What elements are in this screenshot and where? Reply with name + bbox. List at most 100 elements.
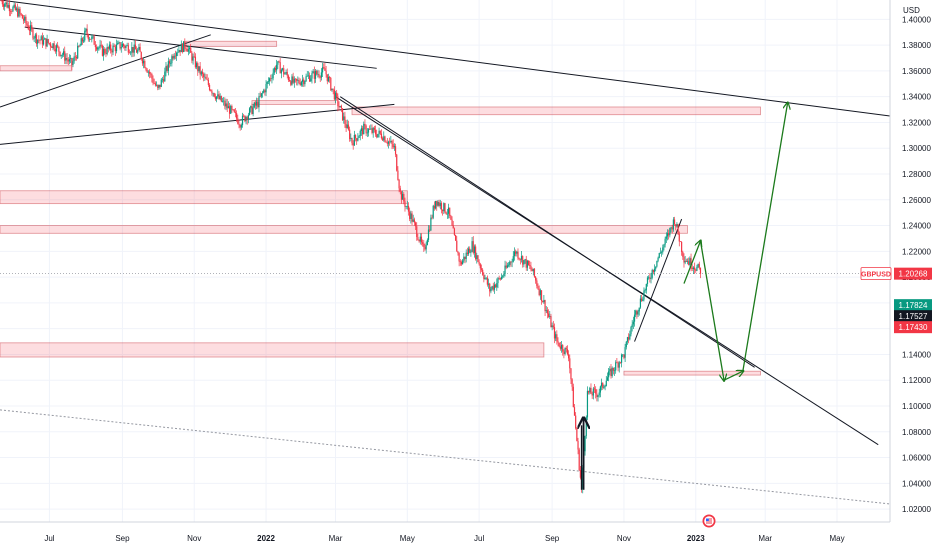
- candle-body: [476, 255, 478, 260]
- currency-label: USD: [903, 6, 920, 15]
- candle: [672, 217, 674, 232]
- resistance-zone: [0, 65, 73, 72]
- candle-body: [483, 274, 485, 279]
- candle: [110, 41, 112, 54]
- candle-body: [552, 325, 554, 328]
- candle-body: [578, 449, 580, 471]
- candle-body: [175, 52, 178, 57]
- candle: [55, 43, 58, 57]
- candle-body: [115, 44, 118, 52]
- candle-body: [158, 84, 160, 88]
- candle-body: [592, 388, 594, 396]
- candle: [100, 40, 102, 48]
- candle: [642, 296, 644, 302]
- candle: [624, 343, 626, 362]
- time-axis[interactable]: Jul Sep Nov 2022 Mar May Jul Sep Nov 2023 Mar May: [44, 534, 844, 543]
- candle-body: [445, 212, 447, 214]
- candle-body: [280, 69, 282, 74]
- candle-body: [110, 44, 112, 51]
- candle-body: [625, 341, 627, 348]
- candle-body: [138, 46, 140, 50]
- candle: [623, 354, 625, 360]
- candle-body: [239, 124, 241, 128]
- candle: [330, 76, 332, 91]
- candle: [289, 76, 291, 82]
- candle: [250, 105, 252, 113]
- candle: [165, 61, 167, 77]
- candle-body: [677, 224, 679, 235]
- candle: [487, 278, 490, 289]
- candle-body: [591, 393, 593, 396]
- candle: [98, 46, 100, 51]
- candle-body: [678, 234, 680, 242]
- candle: [603, 384, 605, 389]
- candle-body: [658, 253, 660, 258]
- candle-body: [568, 354, 570, 359]
- candle-body: [35, 34, 38, 44]
- candle-body: [651, 269, 653, 278]
- candle: [74, 51, 76, 61]
- candle-body: [365, 125, 367, 134]
- candle-body: [566, 349, 569, 355]
- price-tick-label: 1.06000: [902, 454, 931, 463]
- resistance-zone: [0, 225, 688, 234]
- candle-body: [126, 45, 128, 46]
- candle-body: [276, 64, 278, 71]
- candle-body: [44, 38, 46, 40]
- candle-body: [635, 310, 637, 315]
- candle-body: [416, 226, 418, 237]
- candle-body: [65, 58, 67, 61]
- candle-body: [317, 74, 319, 75]
- candle-body: [595, 389, 597, 394]
- candle: [157, 84, 159, 91]
- candle-body: [403, 194, 405, 202]
- candle-body: [356, 138, 358, 141]
- candle: [21, 14, 23, 19]
- candle-body: [97, 47, 99, 50]
- candle-body: [464, 256, 466, 259]
- candle: [438, 199, 440, 208]
- candle: [697, 263, 699, 269]
- candle-body: [507, 264, 510, 266]
- candle-body: [374, 129, 377, 135]
- candle-body: [38, 39, 40, 41]
- candle: [504, 260, 506, 277]
- candle: [630, 325, 632, 337]
- candle-body: [544, 300, 546, 312]
- candle: [125, 44, 127, 52]
- candle: [186, 46, 188, 52]
- candle: [632, 316, 634, 329]
- candle: [60, 54, 62, 59]
- candle: [325, 66, 327, 78]
- candle-body: [48, 43, 51, 44]
- candle-body: [663, 244, 665, 248]
- candle-body: [487, 283, 490, 285]
- candle: [511, 258, 513, 268]
- price-tag-value: 1.17527: [899, 312, 928, 321]
- candle-body: [214, 96, 217, 100]
- candle: [167, 57, 169, 76]
- candle: [279, 58, 281, 74]
- candle-body: [688, 261, 690, 265]
- candle: [161, 76, 164, 83]
- candle-body: [95, 47, 98, 50]
- candle-body: [407, 205, 410, 212]
- candle-body: [15, 8, 18, 10]
- candle: [114, 44, 116, 56]
- candle-body: [629, 334, 631, 340]
- candle-body: [37, 39, 39, 44]
- candle: [505, 261, 507, 270]
- candle: [127, 42, 129, 55]
- candle: [253, 101, 255, 109]
- candle: [82, 36, 85, 43]
- candle-body: [379, 130, 381, 134]
- event-flag-icon[interactable]: [702, 514, 716, 528]
- candle: [620, 353, 623, 368]
- resistance-zone: [0, 342, 545, 358]
- candle-body: [124, 45, 126, 49]
- candle: [372, 126, 374, 138]
- candle: [427, 225, 430, 243]
- candle: [233, 108, 235, 113]
- candle-body: [564, 347, 566, 354]
